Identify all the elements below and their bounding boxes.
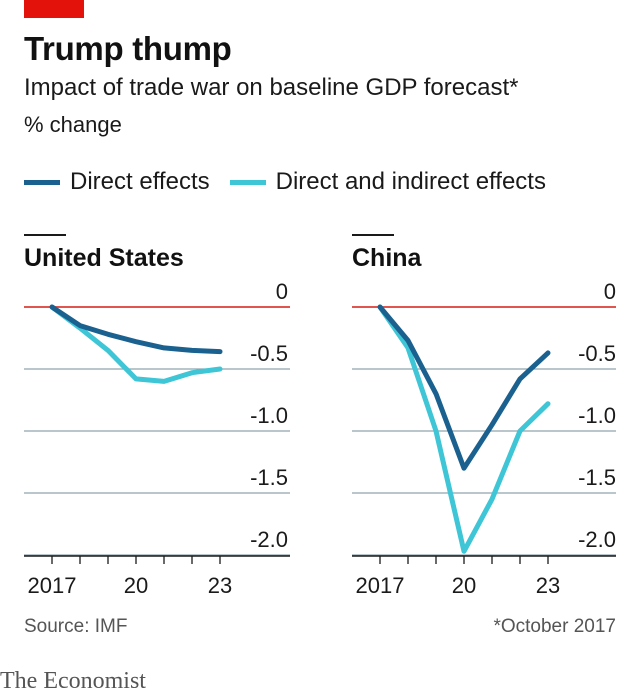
x-tick-label-china-0: 2017 xyxy=(356,573,405,598)
brand-tag xyxy=(24,0,84,18)
series-line-china-direct xyxy=(377,304,551,471)
panel-title-rule-us xyxy=(24,234,66,236)
unit-label: % change xyxy=(24,112,122,137)
y-tick-label-us-3: -1.5 xyxy=(250,465,288,490)
panel-title-rule-china xyxy=(352,234,394,236)
legend-swatch-direct xyxy=(24,179,60,185)
y-tick-label-china-3: -1.5 xyxy=(578,465,616,490)
legend-item-indirect: Direct and indirect effects xyxy=(229,168,546,196)
legend: Direct effects Direct and indirect effec… xyxy=(24,168,566,196)
source-note: Source: IMF xyxy=(24,616,128,637)
y-tick-label-us-2: -1.0 xyxy=(250,403,288,428)
y-tick-label-us-1: -0.5 xyxy=(250,341,288,366)
legend-swatch-indirect xyxy=(229,179,266,185)
y-tick-label-us-0: 0 xyxy=(276,279,288,304)
legend-item-direct: Direct effects xyxy=(24,168,210,196)
series-line-us-direct xyxy=(49,304,223,355)
panel-title-china: China xyxy=(352,244,423,272)
series-line-china-direct-and-indirect xyxy=(377,304,551,554)
y-tick-label-china-1: -0.5 xyxy=(578,341,616,366)
x-tick-label-china-2: 23 xyxy=(536,573,560,598)
y-tick-label-china-0: 0 xyxy=(604,279,616,304)
x-tick-label-us-2: 23 xyxy=(208,573,232,598)
x-tick-label-us-1: 20 xyxy=(124,573,148,598)
footnote: *October 2017 xyxy=(493,616,616,637)
panel-title-us: United States xyxy=(24,244,184,272)
y-tick-label-china-4: -2.0 xyxy=(578,527,616,552)
y-tick-label-us-4: -2.0 xyxy=(250,527,288,552)
chart-subtitle: Impact of trade war on baseline GDP fore… xyxy=(24,74,519,101)
chart-title: Trump thump xyxy=(24,30,232,67)
y-tick-label-china-2: -1.0 xyxy=(578,403,616,428)
legend-label-indirect: Direct and indirect effects xyxy=(275,168,546,195)
x-tick-label-china-1: 20 xyxy=(452,573,476,598)
publisher-logo: The Economist xyxy=(0,668,146,694)
x-tick-label-us-0: 2017 xyxy=(28,573,77,598)
legend-label-direct: Direct effects xyxy=(70,168,210,195)
